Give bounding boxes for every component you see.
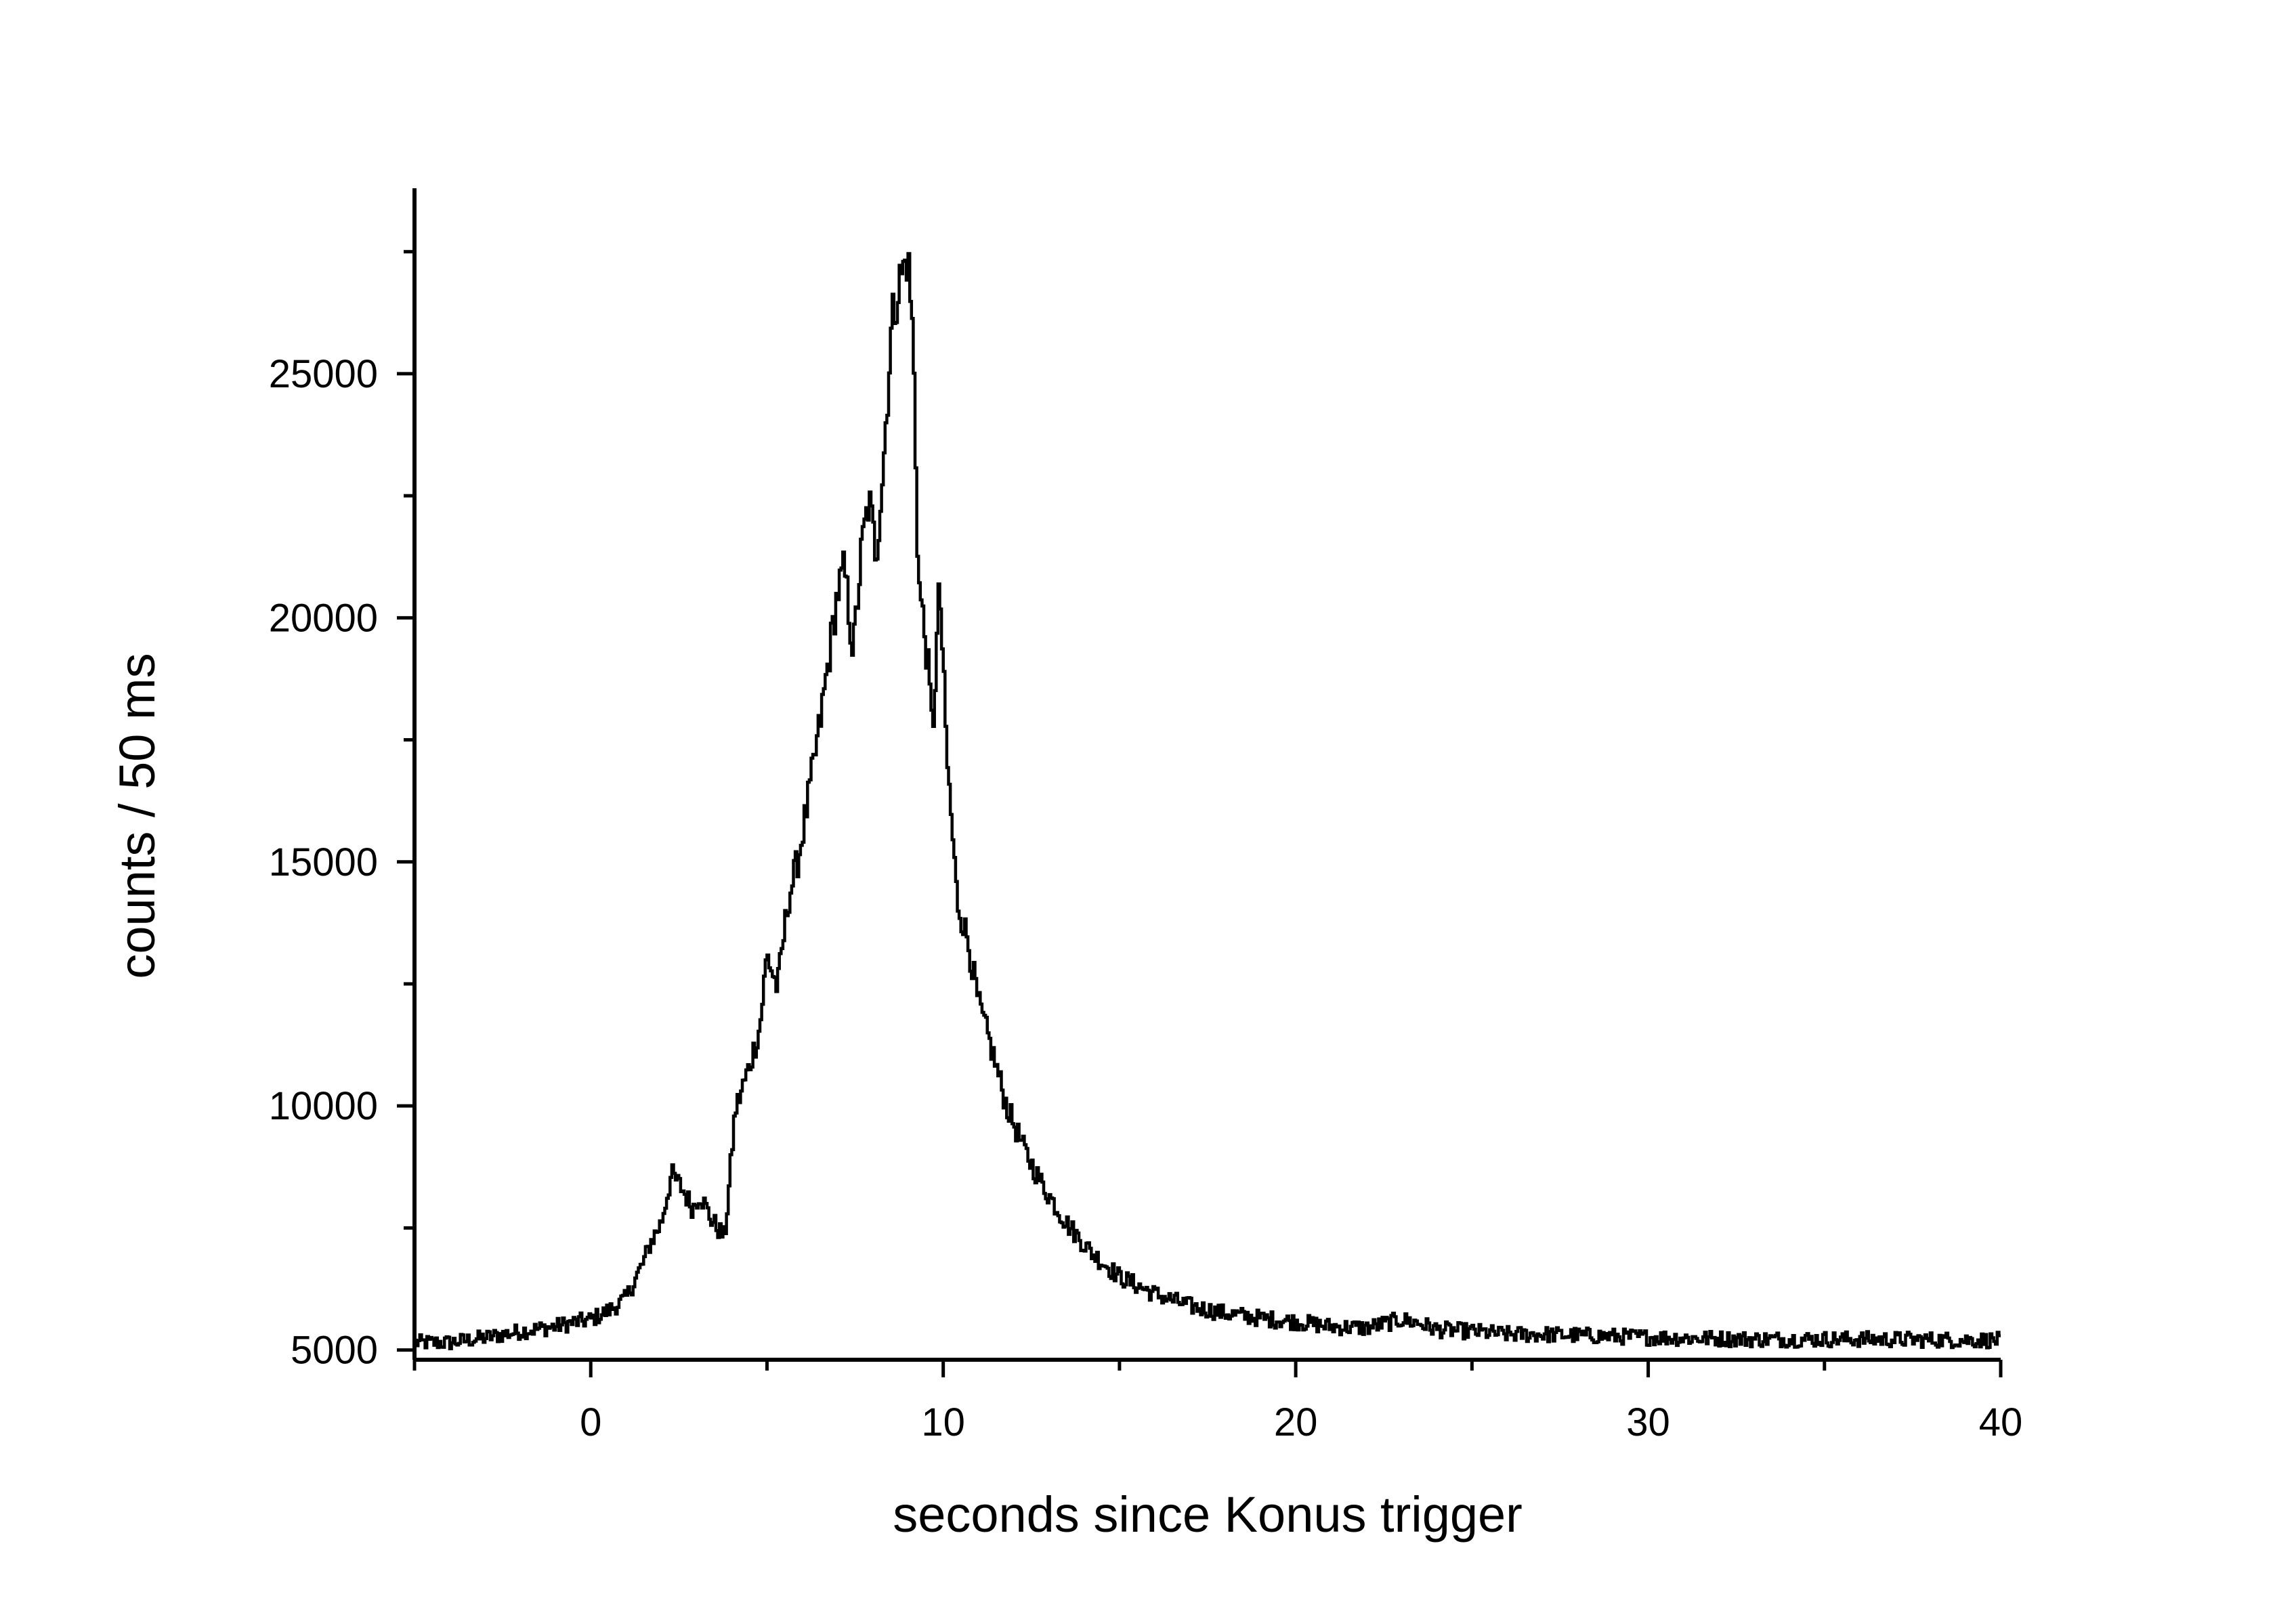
- x-axis-title: seconds since Konus trigger: [893, 1486, 1523, 1543]
- x-tick-label: 0: [580, 1400, 601, 1444]
- y-tick-label: 5000: [291, 1329, 378, 1373]
- y-axis-title: counts / 50 ms: [109, 653, 165, 978]
- y-tick-label: 15000: [269, 840, 378, 884]
- x-tick-label: 30: [1626, 1400, 1670, 1444]
- x-tick-label: 40: [1979, 1400, 2023, 1444]
- plot-series: [414, 252, 2001, 1350]
- axes: [412, 188, 2001, 1362]
- x-tick-label: 20: [1274, 1400, 1318, 1444]
- y-tick-label: 25000: [269, 352, 378, 396]
- ticks: 0 10 20 30 40 5000 10000 15000 20000 25000: [269, 250, 2023, 1444]
- y-tick-label: 20000: [269, 596, 378, 640]
- y-tick-label: 10000: [269, 1084, 378, 1128]
- series-line-0: [414, 252, 2001, 1350]
- x-tick-label: 10: [921, 1400, 965, 1444]
